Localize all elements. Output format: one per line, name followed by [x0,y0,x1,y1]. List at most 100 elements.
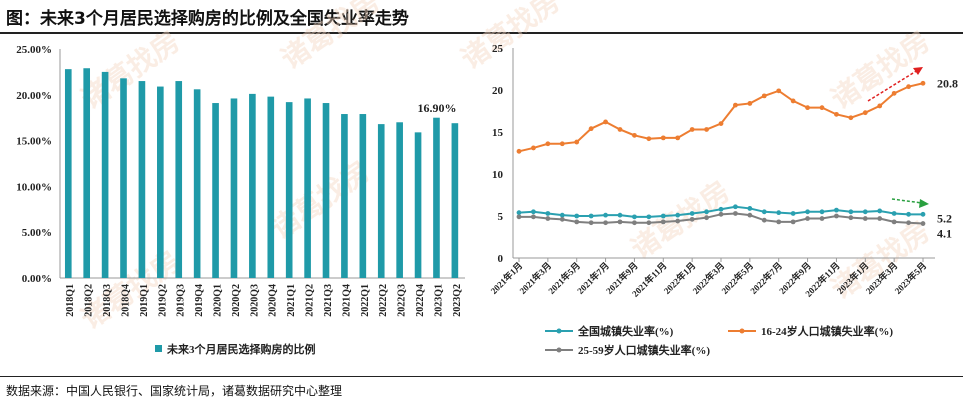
y-tick-label: 10.00% [16,181,52,193]
data-point [848,209,854,215]
data-point [588,213,594,219]
bar [230,98,238,279]
end-label: 5.2 [937,211,952,225]
data-point [675,135,681,141]
watermark: 诸葛找房 [275,0,386,76]
x-tick-label: 2019Q1 [139,284,150,317]
data-point [862,209,868,215]
bar [396,122,403,278]
bar [267,96,275,278]
x-tick-label: 2022Q1 [360,284,371,317]
data-point [906,84,911,90]
x-tick-label: 2021Q2 [305,284,316,317]
y-tick-label: 5 [498,211,504,223]
data-point [747,206,753,211]
watermark: 诸葛找房 [455,0,566,76]
data-point [718,121,724,126]
data-point [646,136,652,142]
top-rule [0,32,963,34]
data-point [761,93,767,99]
data-point [877,216,883,221]
legend-label: 全国城镇失业率(%) [577,324,674,338]
y-tick-label: 20 [492,85,504,97]
data-point [747,212,753,218]
data-point [704,127,709,132]
data-point [819,216,825,221]
data-point [545,216,551,221]
x-tick-label: 2018Q4 [120,284,131,317]
data-point [805,216,810,221]
data-point [603,212,608,218]
y-tick-label: 5.00% [22,227,52,239]
data-point [516,214,522,220]
bar [138,81,146,278]
bar [120,78,127,278]
data-point [516,148,522,154]
data-point [761,217,767,223]
x-tick-label: 2018Q2 [84,284,95,317]
x-tick-label: 2018Q3 [102,284,113,317]
data-point [862,216,868,221]
legend-marker [556,328,562,334]
data-point [819,105,825,111]
x-tick-label: 2021Q3 [323,284,334,317]
data-point [906,220,911,226]
data-point [761,209,767,215]
data-label: 16.90% [418,101,457,115]
y-tick-label: 15 [492,127,504,139]
data-point [834,207,839,213]
trend-arrow-down [891,198,923,204]
data-point [906,211,911,217]
y-tick-label: 20.00% [16,90,52,102]
data-point [689,211,695,216]
x-tick-label: 2023Q1 [433,284,444,317]
legend-swatch [155,345,162,352]
data-point [891,90,897,96]
bar [285,102,293,279]
y-tick-label: 0.00% [22,273,52,285]
bar [433,117,440,278]
x-tick-label: 2021Q1 [286,284,297,317]
data-point [632,132,637,138]
data-point [891,211,897,216]
x-tick-label: 2022Q4 [415,284,426,317]
data-point [718,211,724,217]
data-point [790,219,796,225]
data-point [877,103,883,109]
x-tick-label: 2019Q4 [194,284,205,317]
data-point [617,127,623,132]
legend-marker [556,347,562,353]
data-point [574,213,580,219]
data-point [733,204,738,210]
bar [212,103,219,278]
y-tick-label: 25 [492,43,504,55]
data-point [531,209,536,215]
x-tick-label: 2018Q1 [65,284,76,317]
data-point [531,145,536,151]
x-tick-label: 2022Q3 [397,284,408,317]
data-point [747,101,753,106]
data-point [574,219,580,225]
data-point [559,141,565,147]
data-point [920,211,926,217]
bar [83,68,91,279]
legend-marker [739,328,745,334]
legend-label: 25-59岁人口城镇失业率(%) [578,343,710,357]
data-point [588,220,594,226]
data-point [848,215,854,221]
y-tick-label: 25.00% [16,44,52,56]
data-point [588,126,594,132]
data-point [574,139,580,145]
bar [451,123,459,278]
data-point [704,209,709,215]
bar [193,89,201,278]
legend-label: 未来3个月居民选择购房的比例 [166,342,316,356]
bar [414,132,422,278]
data-point [805,105,810,111]
data-point [776,219,782,225]
bar [101,71,109,279]
data-point [891,219,897,225]
data-point [704,215,709,221]
watermark: 诸葛找房 [265,154,376,245]
data-point [689,127,695,132]
